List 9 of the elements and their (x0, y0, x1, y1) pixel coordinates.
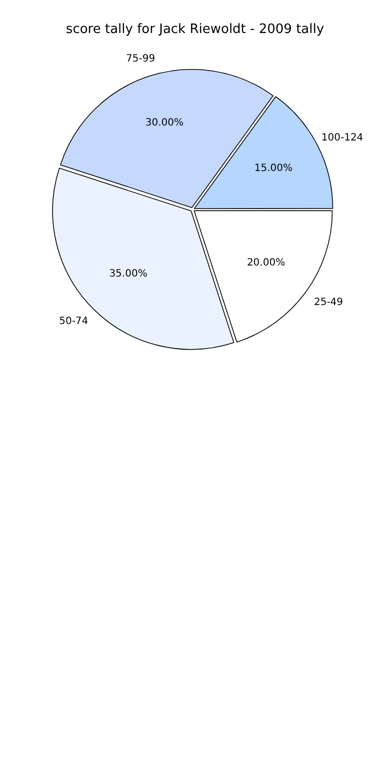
chart-title: score tally for Jack Riewoldt - 2009 tally (64, 22, 326, 39)
slice-label: 75-99 (126, 54, 156, 65)
data-label: 20.00% (246, 258, 286, 268)
slice-label: 25-49 (314, 297, 344, 308)
slice-label: 100-124 (321, 132, 364, 144)
data-label: 15.00% (254, 162, 293, 174)
data-label: 30.00% (145, 118, 184, 129)
data-label: 35.00% (109, 268, 148, 280)
slice-label: 50-74 (59, 316, 88, 327)
